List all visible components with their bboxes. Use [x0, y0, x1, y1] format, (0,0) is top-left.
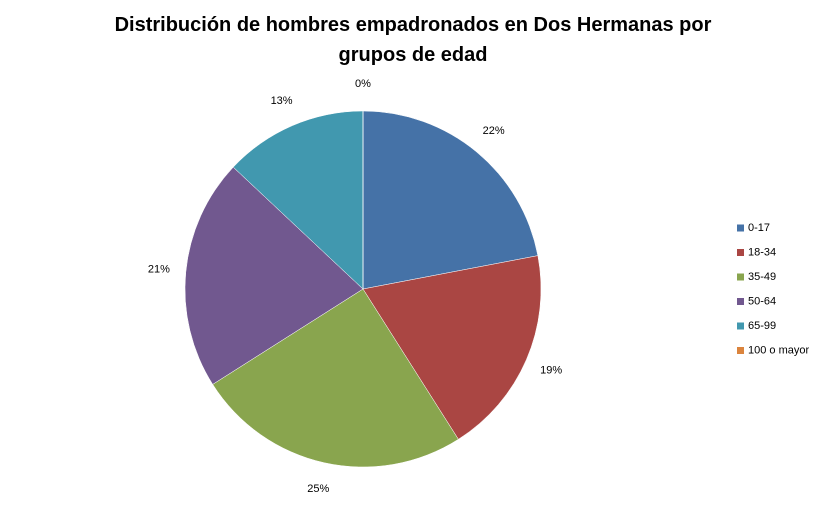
pie-slice	[184, 166, 364, 385]
legend-label: 18-34	[748, 246, 776, 258]
legend-label: 100 o mayor	[748, 344, 809, 356]
legend-swatch	[737, 273, 744, 281]
pie-slice	[362, 110, 539, 290]
legend-swatch	[737, 322, 744, 330]
legend-label: 35-49	[748, 271, 776, 283]
data-label: 22%	[483, 125, 505, 137]
legend-label: 50-64	[748, 295, 776, 307]
data-label: 21%	[148, 264, 170, 276]
legend-swatch	[737, 347, 744, 354]
legend-label: 0-17	[748, 222, 770, 234]
legend-label: 65-99	[748, 320, 776, 332]
chart-title: Distribución de hombres empadronados en …	[114, 14, 712, 66]
pie-slice	[232, 110, 364, 290]
legend-swatch	[737, 298, 744, 305]
data-label: 19%	[540, 364, 562, 376]
data-label: 13%	[271, 95, 293, 107]
data-label: 25%	[307, 483, 329, 495]
pie-slice	[362, 255, 542, 440]
legend-swatch	[737, 224, 744, 232]
data-label: 0%	[355, 78, 371, 90]
pie-slice	[212, 288, 459, 468]
legend-swatch	[737, 249, 744, 256]
